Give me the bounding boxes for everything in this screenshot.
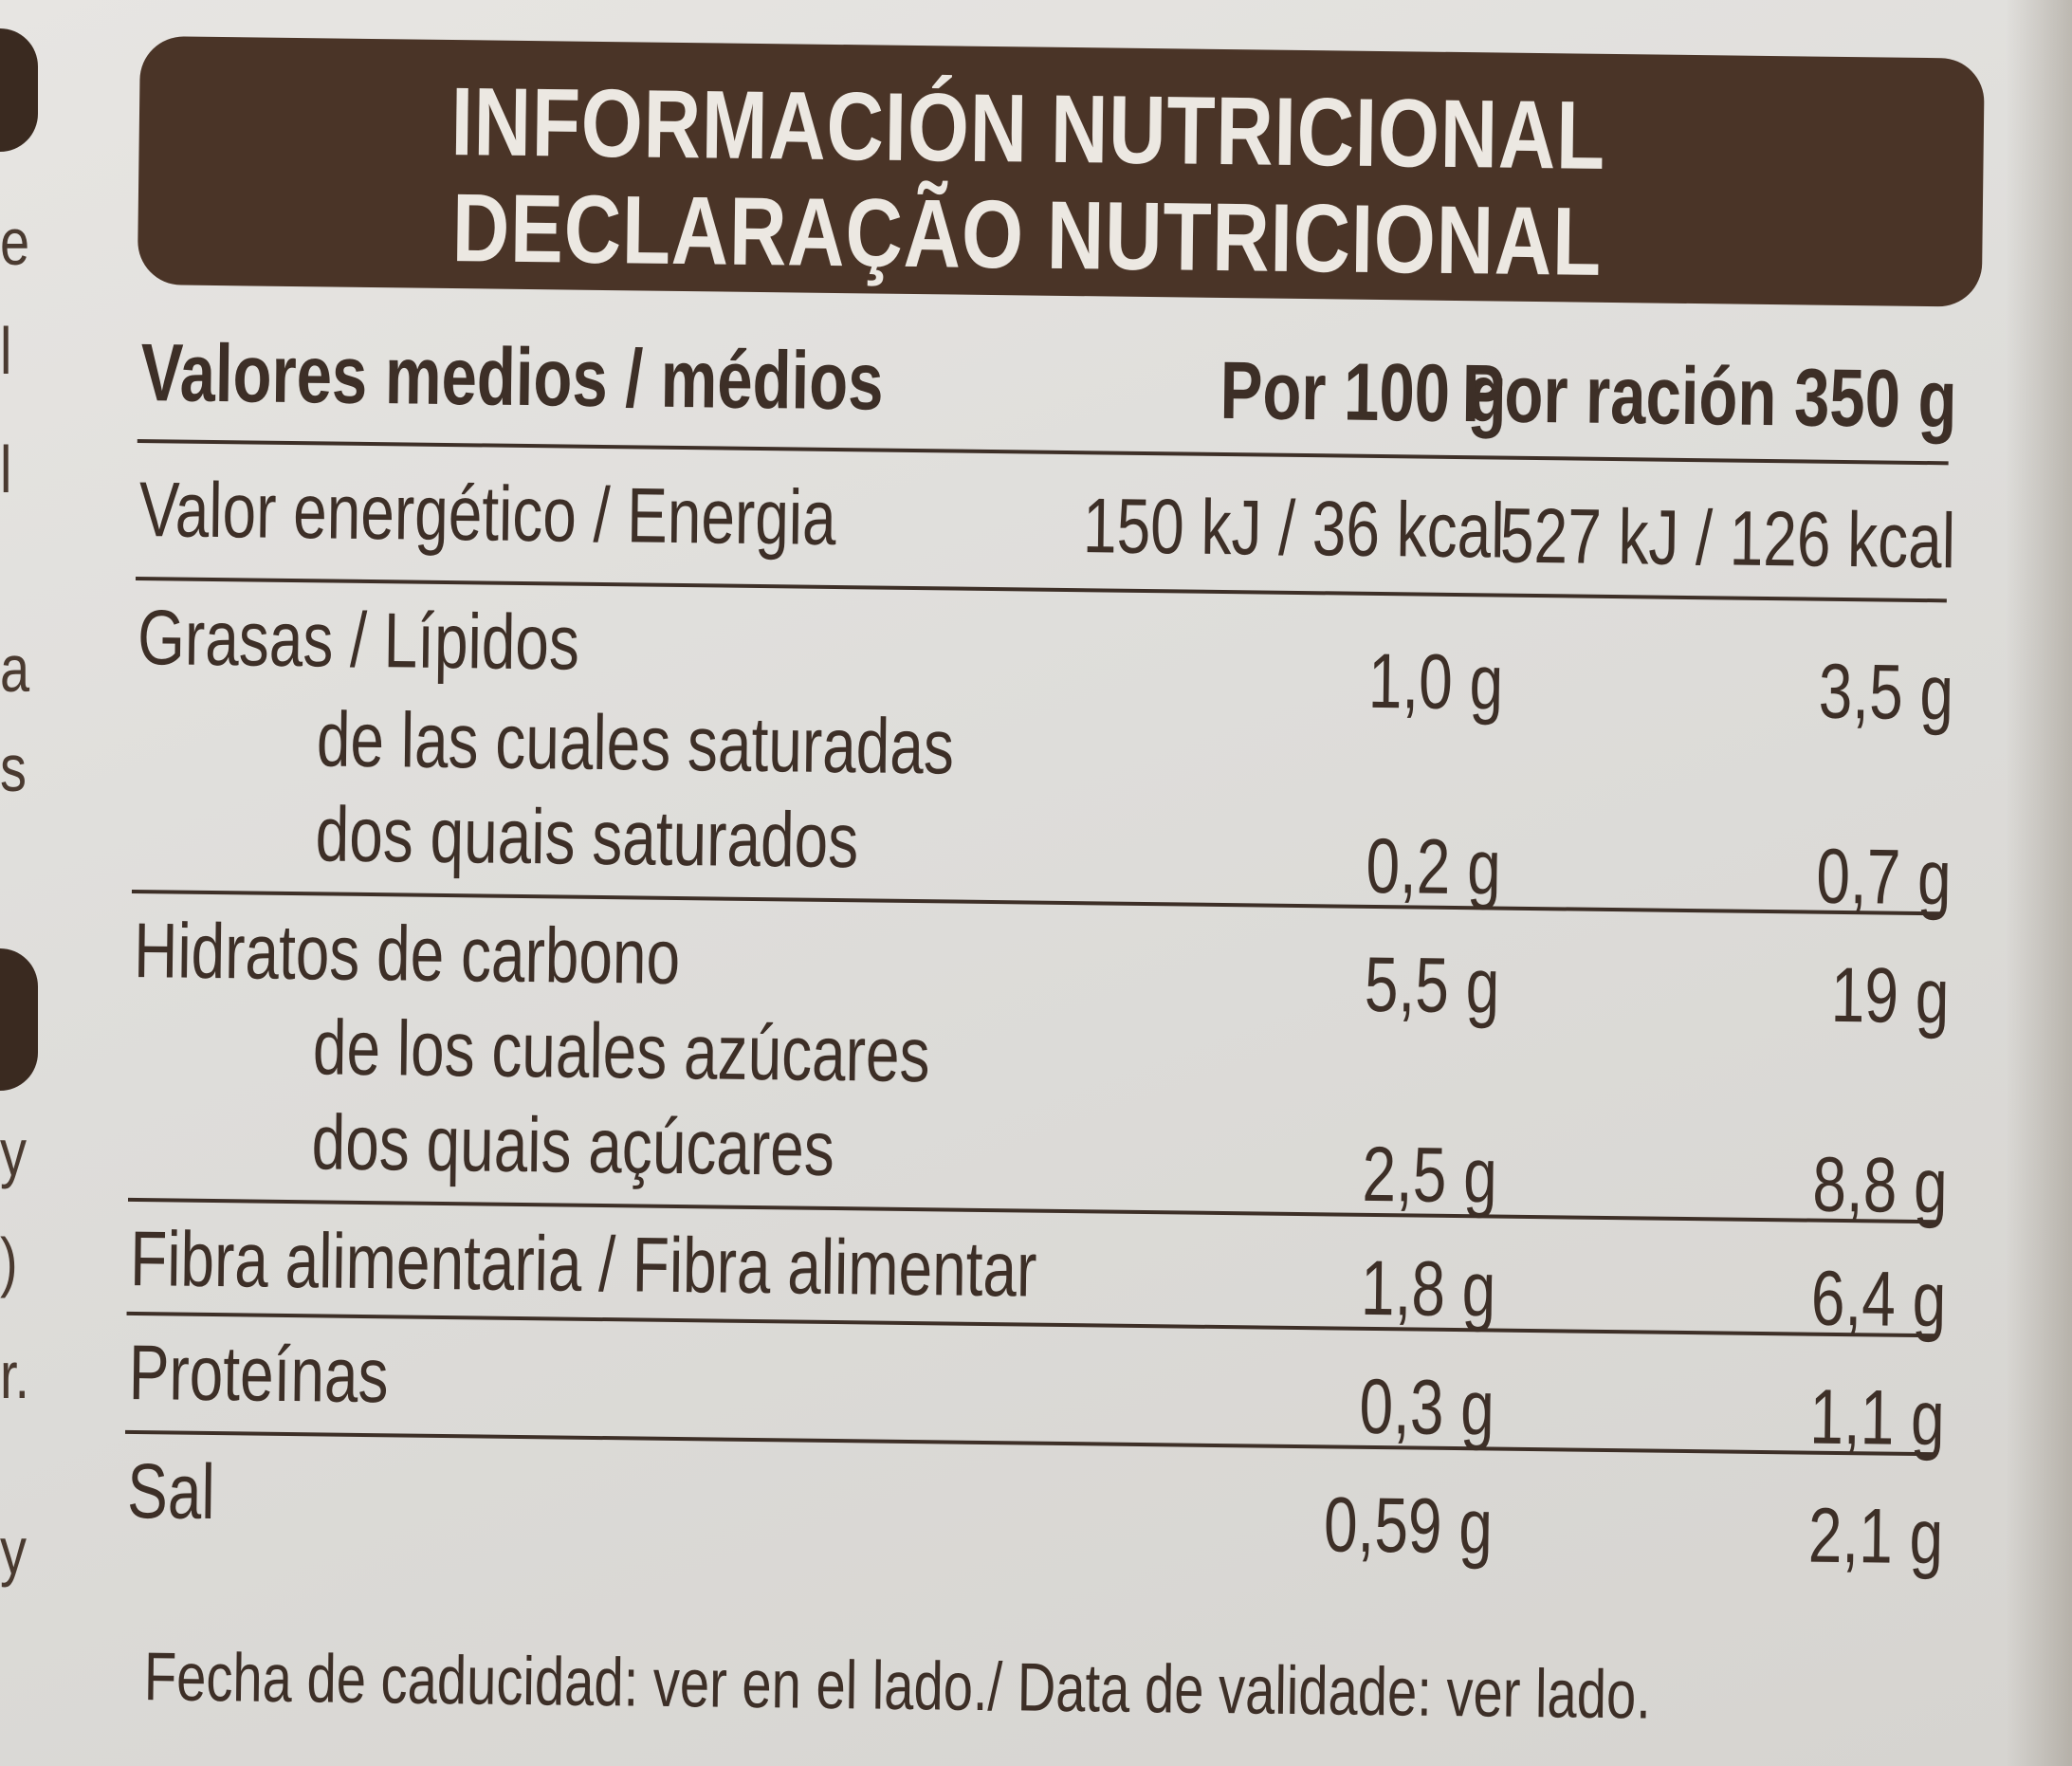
nutrient-label-salt: Sal bbox=[126, 1447, 216, 1536]
value-energy-per-serving: 527 kJ / 126 kcal bbox=[1499, 492, 1956, 585]
value-salt-per-serving: 2,1 g bbox=[1806, 1492, 1944, 1581]
value-sugars-per-serving: 8,8 g bbox=[1811, 1141, 1948, 1230]
header-title-spanish: INFORMACIÓN NUTRICIONAL bbox=[449, 67, 1606, 190]
value-fibre-per-100g: 1,8 g bbox=[1360, 1244, 1496, 1334]
edge-text-fragment: y bbox=[0, 1115, 27, 1189]
nutrient-label-saturated-es: de las cuales saturadas bbox=[316, 696, 955, 791]
edge-dark-shape-top bbox=[0, 28, 38, 152]
value-fat-per-100g: 1,0 g bbox=[1366, 637, 1504, 727]
value-salt-per-100g: 0,59 g bbox=[1323, 1481, 1494, 1571]
table-divider bbox=[124, 1429, 1936, 1457]
value-saturated-per-serving: 0,7 g bbox=[1815, 833, 1952, 922]
edge-text-fragment: l bbox=[0, 314, 12, 388]
nutrient-label-sugars-es: de los cuales azúcares bbox=[312, 1004, 931, 1099]
nutrient-label-sugars-pt: dos quais açúcares bbox=[311, 1099, 835, 1193]
nutrient-label-fibre: Fibra alimentaria / Fibra alimentar bbox=[129, 1215, 1037, 1314]
table-divider bbox=[126, 1311, 1938, 1338]
value-fat-per-serving: 3,5 g bbox=[1817, 648, 1954, 737]
value-saturated-per-100g: 0,2 g bbox=[1365, 822, 1501, 911]
nutrition-header-band: INFORMACIÓN NUTRICIONAL DECLARAÇÃO NUTRI… bbox=[137, 36, 1985, 307]
value-carbohydrates-per-serving: 19 g bbox=[1830, 951, 1951, 1040]
nutrient-label-carbohydrates: Hidratos de carbono bbox=[133, 907, 681, 1002]
edge-text-fragment: ) bbox=[0, 1224, 18, 1298]
header-title-portuguese: DECLARAÇÃO NUTRICIONAL bbox=[451, 174, 1603, 296]
adjacent-panel-edge: e l l a s y ) r. y bbox=[0, 0, 38, 1766]
nutrition-label: INFORMACIÓN NUTRICIONAL DECLARAÇÃO NUTRI… bbox=[119, 36, 1989, 1766]
nutrient-label-protein: Proteínas bbox=[128, 1329, 390, 1420]
value-carbohydrates-per-100g: 5,5 g bbox=[1364, 941, 1500, 1030]
edge-text-fragment: a bbox=[0, 632, 30, 706]
column-header-per-serving: Por ración 350 g bbox=[1460, 348, 1958, 446]
edge-text-fragment: r. bbox=[0, 1338, 30, 1412]
table-divider bbox=[137, 438, 1949, 466]
value-protein-per-100g: 0,3 g bbox=[1358, 1363, 1494, 1452]
edge-text-fragment: y bbox=[0, 1514, 27, 1588]
nutrient-label-fat: Grasas / Lípidos bbox=[137, 595, 580, 687]
edge-text-fragment: s bbox=[0, 731, 27, 805]
nutrient-label-energy: Valor energético / Energia bbox=[138, 467, 837, 561]
edge-dark-shape-middle bbox=[0, 948, 38, 1091]
nutrient-label-saturated-pt: dos quais saturados bbox=[315, 791, 859, 885]
value-sugars-per-100g: 2,5 g bbox=[1361, 1131, 1497, 1220]
column-header-nutrient: Valores medios / médios bbox=[140, 327, 885, 428]
package-edge-shadow bbox=[2006, 0, 2072, 1766]
edge-text-fragment: l bbox=[0, 432, 12, 506]
expiry-date-note: Fecha de caducidad: ver en el lado./ Dat… bbox=[143, 1639, 1652, 1734]
value-protein-per-serving: 1,1 g bbox=[1808, 1373, 1945, 1462]
edge-text-fragment: e bbox=[0, 205, 30, 279]
value-fibre-per-serving: 6,4 g bbox=[1810, 1255, 1947, 1344]
value-energy-per-100g: 150 kJ / 36 kcal bbox=[1082, 483, 1506, 575]
